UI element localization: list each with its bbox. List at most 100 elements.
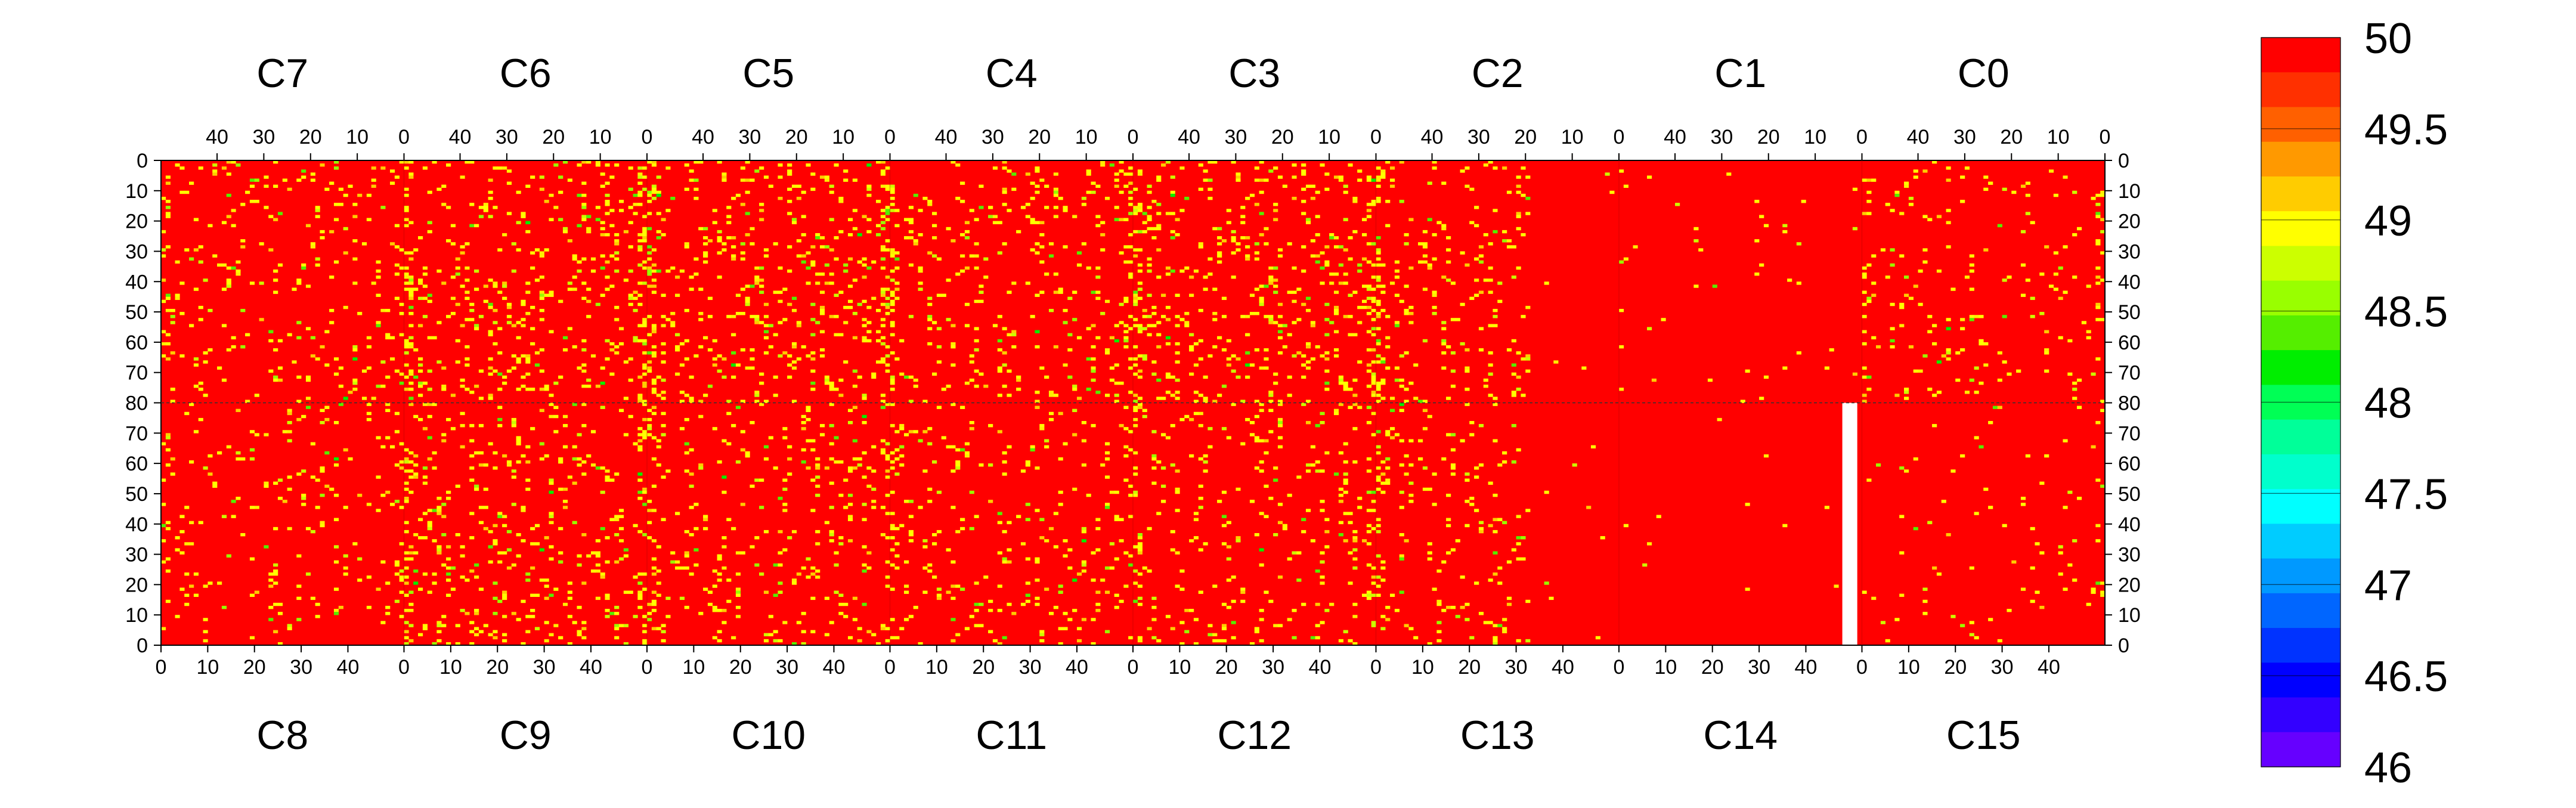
heatmap-cell [605, 536, 610, 540]
heatmap-cell [787, 457, 792, 461]
heatmap-cell [590, 257, 596, 261]
heatmap-cell [366, 336, 371, 340]
heatmap-cell [955, 463, 961, 467]
heatmap-cell [460, 284, 465, 288]
heatmap-cell [614, 533, 620, 537]
heatmap-cell [1137, 397, 1143, 400]
heatmap-cell [1016, 375, 1021, 379]
heatmap-cell [936, 360, 942, 364]
heatmap-cell [992, 221, 998, 225]
heatmap-cell [628, 269, 633, 273]
heatmap-cell [521, 642, 526, 646]
heatmap-cell [1824, 366, 1829, 370]
heatmap-cell [1137, 375, 1143, 379]
heatmap-cell [329, 487, 335, 491]
heatmap-cell [843, 360, 849, 364]
bottom-x-tick-label: 30 [1019, 656, 1042, 679]
heatmap-cell [974, 348, 979, 352]
heatmap-cell [2095, 302, 2101, 307]
heatmap-cell [871, 633, 877, 637]
heatmap-cell [885, 187, 890, 191]
heatmap-cell [595, 206, 600, 209]
heatmap-cell [1983, 187, 1989, 191]
heatmap-cell [1072, 385, 1078, 388]
heatmap-cell [955, 163, 961, 167]
heatmap-cell [1441, 339, 1447, 343]
heatmap-cell [1198, 187, 1203, 191]
heatmap-cell [1969, 254, 1974, 258]
heatmap-cell [469, 439, 475, 442]
heatmap-cell [478, 506, 484, 509]
heatmap-cell [1408, 266, 1414, 270]
heatmap-cell [465, 345, 470, 349]
heatmap-cell [880, 266, 886, 270]
heatmap-cell [1254, 348, 1259, 352]
heatmap-cell [525, 312, 531, 315]
heatmap-cell [394, 245, 400, 249]
heatmap-cell [1128, 203, 1134, 206]
heatmap-cell [478, 206, 484, 209]
bottom-x-tick-label: 0 [1370, 656, 1382, 679]
heatmap-cell [679, 566, 685, 570]
heatmap-cell [1310, 445, 1315, 449]
heatmap-cell [296, 375, 302, 379]
heatmap-cell [2039, 551, 2045, 555]
heatmap-cell [408, 175, 414, 179]
heatmap-cell [847, 284, 853, 288]
heatmap-cell [1277, 424, 1283, 428]
heatmap-cell [787, 536, 792, 540]
heatmap-cell [922, 430, 928, 434]
heatmap-cell [1478, 348, 1484, 352]
heatmap-cell [1128, 366, 1134, 370]
heatmap-cell [712, 427, 717, 431]
heatmap-cell [745, 451, 750, 455]
heatmap-cell [614, 239, 620, 243]
heatmap-cell [918, 269, 923, 273]
heatmap-cell [932, 224, 937, 228]
heatmap-cell [1221, 602, 1227, 606]
heatmap-cell [236, 457, 241, 461]
left-y-tick-label: 0 [137, 150, 148, 172]
heatmap-cell [1450, 548, 1456, 552]
heatmap-cell [305, 405, 311, 409]
heatmap-cell [1114, 605, 1119, 609]
heatmap-cell [1366, 590, 1371, 594]
heatmap-cell [1305, 509, 1311, 512]
heatmap-cell [296, 336, 302, 340]
heatmap-cell [927, 569, 933, 573]
heatmap-cell [927, 487, 933, 491]
heatmap-cell [600, 227, 605, 231]
heatmap-cell [754, 281, 760, 285]
heatmap-cell [1165, 372, 1171, 376]
heatmap-cell [637, 478, 643, 482]
heatmap-cell [343, 506, 348, 509]
heatmap-cell [184, 411, 190, 416]
right-y-tick-label: 30 [2118, 240, 2141, 263]
heatmap-cell [497, 405, 503, 409]
heatmap-cell [1151, 481, 1157, 485]
heatmap-cell [1399, 506, 1404, 509]
heatmap-cell [684, 530, 689, 534]
heatmap-cell [1338, 175, 1343, 179]
heatmap-cell [1193, 411, 1199, 416]
heatmap-cell [465, 578, 470, 582]
heatmap-cell [1478, 424, 1484, 428]
heatmap-cell [1301, 375, 1306, 379]
heatmap-cell [1333, 312, 1339, 315]
heatmap-cell [665, 269, 671, 273]
heatmap-cell [946, 445, 951, 449]
heatmap-cell [2081, 321, 2086, 324]
heatmap-cell [899, 372, 905, 376]
heatmap-cell [782, 287, 788, 291]
heatmap-cell [399, 542, 404, 546]
heatmap-cell [740, 348, 745, 352]
heatmap-cell [418, 236, 423, 240]
heatmap-cell [960, 448, 965, 452]
heatmap-cell [1137, 230, 1143, 234]
heatmap-cell [1264, 315, 1269, 318]
heatmap-cell [1432, 160, 1437, 164]
heatmap-cell [693, 527, 699, 531]
heatmap-cell [413, 348, 419, 352]
heatmap-cell [618, 624, 624, 627]
heatmap-cell [791, 342, 797, 346]
